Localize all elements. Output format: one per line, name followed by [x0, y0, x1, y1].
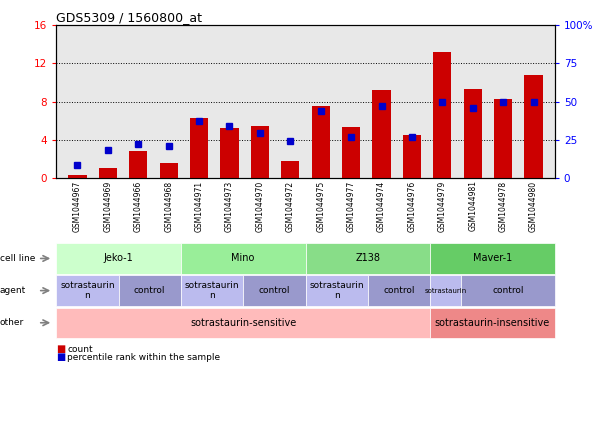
- Bar: [494, 99, 512, 178]
- Text: Jeko-1: Jeko-1: [104, 253, 133, 264]
- Bar: [159, 163, 178, 178]
- Bar: [251, 126, 269, 178]
- Bar: [129, 151, 147, 178]
- Bar: [403, 135, 421, 178]
- Bar: [190, 118, 208, 178]
- Text: ■: ■: [56, 352, 65, 362]
- Text: sotrastaurin
n: sotrastaurin n: [185, 281, 240, 300]
- Text: ■: ■: [56, 344, 65, 354]
- Text: control: control: [492, 286, 524, 295]
- Bar: [68, 175, 87, 178]
- Text: sotrastaurin: sotrastaurin: [425, 288, 467, 294]
- Bar: [281, 161, 299, 178]
- Text: control: control: [258, 286, 290, 295]
- Bar: [464, 89, 482, 178]
- Text: Maver-1: Maver-1: [473, 253, 512, 264]
- Bar: [342, 127, 360, 178]
- Text: Z138: Z138: [356, 253, 380, 264]
- Text: Mino: Mino: [232, 253, 255, 264]
- Text: other: other: [0, 318, 24, 327]
- Text: agent: agent: [0, 286, 26, 295]
- Text: sotrastaurin-sensitive: sotrastaurin-sensitive: [190, 318, 296, 328]
- Text: percentile rank within the sample: percentile rank within the sample: [67, 352, 221, 362]
- Text: cell line: cell line: [0, 254, 35, 263]
- Text: sotrastaurin-insensitive: sotrastaurin-insensitive: [435, 318, 550, 328]
- Bar: [524, 75, 543, 178]
- Bar: [221, 128, 239, 178]
- Text: control: control: [134, 286, 166, 295]
- Text: control: control: [383, 286, 415, 295]
- Bar: [99, 168, 117, 178]
- Bar: [372, 90, 390, 178]
- Bar: [433, 52, 452, 178]
- Bar: [312, 106, 330, 178]
- Text: sotrastaurin
n: sotrastaurin n: [60, 281, 115, 300]
- Text: count: count: [67, 345, 93, 354]
- Text: sotrastaurin
n: sotrastaurin n: [309, 281, 364, 300]
- Text: GDS5309 / 1560800_at: GDS5309 / 1560800_at: [56, 11, 202, 24]
